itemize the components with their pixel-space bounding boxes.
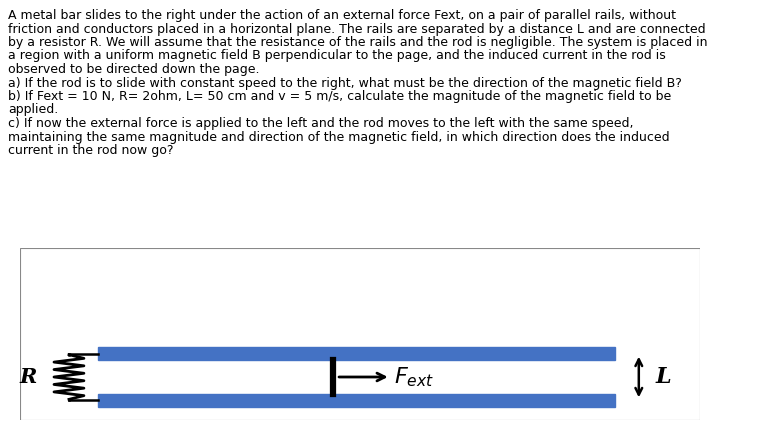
Text: L: L: [656, 366, 671, 388]
Text: observed to be directed down the page.: observed to be directed down the page.: [8, 63, 259, 76]
Bar: [98, 347, 615, 360]
Text: c) If now the external force is applied to the left and the rod moves to the lef: c) If now the external force is applied …: [8, 117, 634, 130]
Text: a) If the rod is to slide with constant speed to the right, what must be the dir: a) If the rod is to slide with constant …: [8, 76, 682, 90]
Text: a region with a uniform magnetic field B perpendicular to the page, and the indu: a region with a uniform magnetic field B…: [8, 49, 666, 63]
Text: R: R: [20, 367, 37, 387]
Text: maintaining the same magnitude and direction of the magnetic field, in which dir: maintaining the same magnitude and direc…: [8, 131, 670, 143]
Text: A metal bar slides to the right under the action of an external force Fext, on a: A metal bar slides to the right under th…: [8, 9, 676, 22]
Bar: [98, 394, 615, 407]
Text: friction and conductors placed in a horizontal plane. The rails are separated by: friction and conductors placed in a hori…: [8, 22, 705, 35]
Text: by a resistor R. We will assume that the resistance of the rails and the rod is : by a resistor R. We will assume that the…: [8, 36, 708, 49]
Text: current in the rod now go?: current in the rod now go?: [8, 144, 173, 157]
Text: $\mathit{F}_{ext}$: $\mathit{F}_{ext}$: [394, 365, 434, 389]
Text: applied.: applied.: [8, 104, 59, 116]
Text: b) If Fext = 10 N, R= 2ohm, L= 50 cm and v = 5 m/s, calculate the magnitude of t: b) If Fext = 10 N, R= 2ohm, L= 50 cm and…: [8, 90, 671, 103]
